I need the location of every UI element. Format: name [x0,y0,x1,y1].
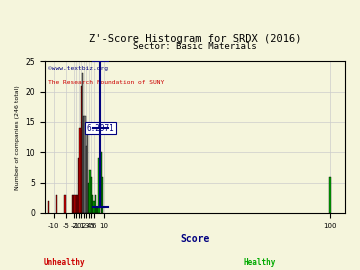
X-axis label: Score: Score [180,234,210,244]
Bar [75,195,76,213]
Bar [80,128,81,213]
Bar [77,195,78,213]
Text: ©www.textbiz.org: ©www.textbiz.org [48,66,108,71]
Bar [78,158,80,213]
Text: Healthy: Healthy [243,258,275,267]
Bar [93,201,95,213]
Bar [101,152,102,213]
Bar [98,158,99,213]
Bar [82,73,83,213]
Bar [329,177,330,213]
Bar [92,195,93,213]
Bar [72,195,73,213]
Bar [96,207,97,213]
Bar [81,86,82,213]
Bar [88,183,90,213]
Title: Z'-Score Histogram for SRDX (2016): Z'-Score Histogram for SRDX (2016) [89,34,301,44]
Bar [64,195,66,213]
Bar [90,170,91,213]
Bar [87,134,88,213]
Bar [85,116,86,213]
Y-axis label: Number of companies (246 total): Number of companies (246 total) [15,85,20,190]
Bar [91,177,92,213]
Bar [55,195,57,213]
Text: 6.2971: 6.2971 [86,124,114,133]
Text: Unhealthy: Unhealthy [44,258,86,267]
Text: The Research Foundation of SUNY: The Research Foundation of SUNY [48,80,164,85]
Bar [86,146,87,213]
Bar [76,195,77,213]
Bar [73,195,75,213]
Bar [102,177,103,213]
Bar [48,201,49,213]
Text: Sector: Basic Materials: Sector: Basic Materials [133,42,257,51]
Bar [97,207,98,213]
Bar [83,116,85,213]
Bar [95,195,96,213]
